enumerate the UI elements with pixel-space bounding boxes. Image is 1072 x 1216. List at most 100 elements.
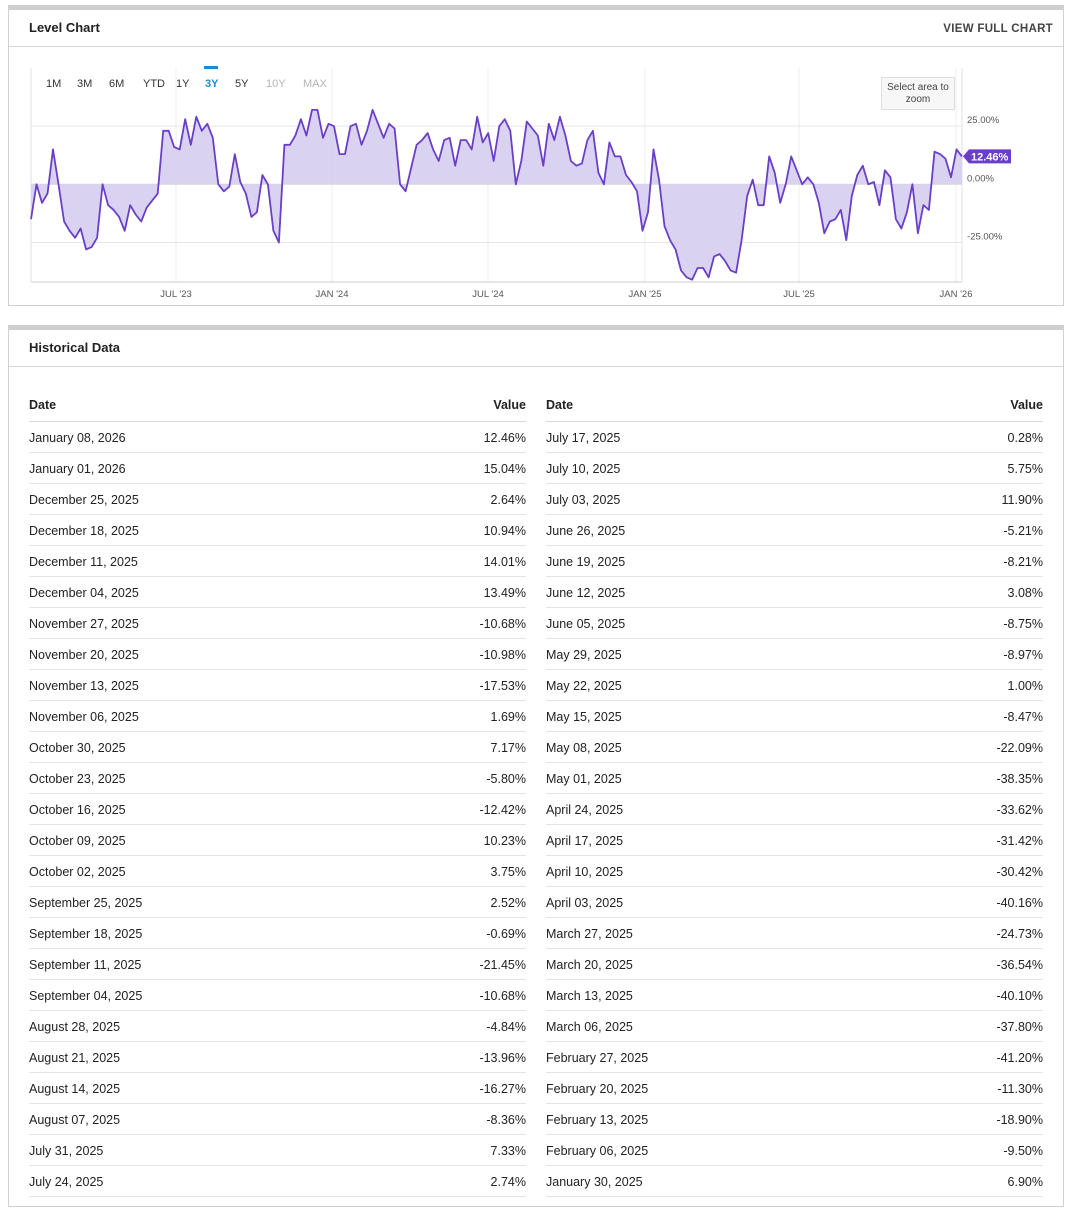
row-value: -8.97%: [1003, 648, 1043, 662]
row-value: -8.47%: [1003, 710, 1043, 724]
table-row: October 30, 2025 7.17%: [29, 732, 526, 763]
table-row: September 04, 2025 -10.68%: [29, 980, 526, 1011]
row-date: September 18, 2025: [29, 927, 143, 941]
range-button-3m[interactable]: 3M: [77, 78, 92, 90]
table-row: January 01, 2026 15.04%: [29, 453, 526, 484]
zoom-hint-box[interactable]: Select area to zoom: [881, 77, 955, 110]
row-value: -30.42%: [996, 865, 1043, 879]
historical-table-left: Date Value January 08, 2026 12.46% January…: [29, 388, 526, 1197]
historical-table-right: Date Value July 17, 2025 0.28% July 10, 20…: [546, 388, 1043, 1197]
row-date: December 04, 2025: [29, 586, 139, 600]
row-date: May 29, 2025: [546, 648, 622, 662]
date-column-header: Date: [29, 398, 57, 412]
row-date: February 20, 2025: [546, 1082, 649, 1096]
historical-data-panel: Historical Data Date Value January 08, 2…: [8, 325, 1064, 1207]
table-row: April 17, 2025 -31.42%: [546, 825, 1043, 856]
row-date: March 20, 2025: [546, 958, 633, 972]
range-button-1y[interactable]: 1Y: [176, 78, 190, 90]
range-button-5y[interactable]: 5Y: [235, 78, 249, 90]
row-value: 2.52%: [490, 896, 526, 910]
range-button-10y[interactable]: 10Y: [266, 78, 286, 90]
level-chart[interactable]: 25.00% 0.00% -25.00% JUL '23 JAN '24 JUL '24 J…: [9, 10, 1063, 306]
table-row: April 24, 2025 -33.62%: [546, 794, 1043, 825]
series-line: [30, 109, 963, 281]
table-row: November 06, 2025 1.69%: [29, 701, 526, 732]
table-row: March 20, 2025 -36.54%: [546, 949, 1043, 980]
view-full-chart-link[interactable]: VIEW FULL CHART: [943, 23, 1053, 35]
row-value: 10.23%: [483, 834, 526, 848]
active-range-indicator: [204, 66, 218, 69]
value-column-header: Value: [1010, 398, 1043, 412]
row-date: June 12, 2025: [546, 586, 626, 600]
row-value: -22.09%: [996, 741, 1043, 755]
current-value-label: 12.46%: [971, 151, 1009, 163]
row-value: -37.80%: [996, 1020, 1043, 1034]
row-value: 1.69%: [490, 710, 526, 724]
row-value: 7.33%: [490, 1144, 526, 1158]
row-date: January 30, 2025: [546, 1175, 643, 1189]
row-date: April 17, 2025: [546, 834, 624, 848]
row-value: -10.98%: [479, 648, 526, 662]
row-value: -10.68%: [479, 989, 526, 1003]
table-row: October 02, 2025 3.75%: [29, 856, 526, 887]
row-value: 0.28%: [1007, 431, 1043, 445]
row-date: May 01, 2025: [546, 772, 622, 786]
row-value: -41.20%: [996, 1051, 1043, 1065]
row-date: August 21, 2025: [29, 1051, 121, 1065]
table-row: February 06, 2025 -9.50%: [546, 1135, 1043, 1166]
table-row: November 13, 2025 -17.53%: [29, 670, 526, 701]
row-date: December 11, 2025: [29, 555, 138, 569]
level-chart-title: Level Chart: [29, 20, 100, 35]
table-row: December 04, 2025 13.49%: [29, 577, 526, 608]
row-date: March 27, 2025: [546, 927, 633, 941]
row-date: September 25, 2025: [29, 896, 143, 910]
row-date: October 09, 2025: [29, 834, 126, 848]
table-row: May 22, 2025 1.00%: [546, 670, 1043, 701]
table-row: December 18, 2025 10.94%: [29, 515, 526, 546]
table-header: Date Value: [546, 388, 1043, 422]
table-row: August 07, 2025 -8.36%: [29, 1104, 526, 1135]
table-row: June 12, 2025 3.08%: [546, 577, 1043, 608]
range-button-3y[interactable]: 3Y: [205, 78, 219, 90]
range-button-max[interactable]: MAX: [303, 78, 328, 90]
table-row: October 23, 2025 -5.80%: [29, 763, 526, 794]
table-row: January 08, 2026 12.46%: [29, 422, 526, 453]
row-date: August 14, 2025: [29, 1082, 121, 1096]
row-value: 13.49%: [483, 586, 526, 600]
table-row: May 29, 2025 -8.97%: [546, 639, 1043, 670]
table-row: August 14, 2025 -16.27%: [29, 1073, 526, 1104]
table-row: October 16, 2025 -12.42%: [29, 794, 526, 825]
row-value: 5.75%: [1007, 462, 1043, 476]
row-date: April 10, 2025: [546, 865, 624, 879]
row-date: November 13, 2025: [29, 679, 139, 693]
table-row: December 11, 2025 14.01%: [29, 546, 526, 577]
row-value: 12.46%: [483, 431, 526, 445]
x-tick-label: JUL '25: [783, 289, 815, 300]
row-value: -21.45%: [479, 958, 526, 972]
y-tick-label: 0.00%: [967, 173, 994, 184]
table-row: October 09, 2025 10.23%: [29, 825, 526, 856]
row-date: July 31, 2025: [29, 1144, 104, 1158]
y-tick-label: 25.00%: [967, 115, 1000, 126]
x-tick-label: JAN '26: [940, 289, 973, 300]
row-value: -5.80%: [486, 772, 526, 786]
row-date: February 13, 2025: [546, 1113, 649, 1127]
row-value: -13.96%: [479, 1051, 526, 1065]
row-value: 2.64%: [490, 493, 526, 507]
range-button-6m[interactable]: 6M: [109, 78, 124, 90]
row-value: -18.90%: [996, 1113, 1043, 1127]
table-row: November 27, 2025 -10.68%: [29, 608, 526, 639]
row-date: May 22, 2025: [546, 679, 622, 693]
row-date: October 16, 2025: [29, 803, 126, 817]
row-date: October 02, 2025: [29, 865, 126, 879]
table-row: June 19, 2025 -8.21%: [546, 546, 1043, 577]
range-button-ytd[interactable]: YTD: [143, 78, 165, 90]
row-value: -40.10%: [996, 989, 1043, 1003]
table-row: April 03, 2025 -40.16%: [546, 887, 1043, 918]
range-button-1m[interactable]: 1M: [46, 78, 61, 90]
row-date: August 07, 2025: [29, 1113, 121, 1127]
table-row: July 03, 2025 11.90%: [546, 484, 1043, 515]
row-value: -8.21%: [1003, 555, 1043, 569]
row-value: 10.94%: [483, 524, 526, 538]
row-date: November 06, 2025: [29, 710, 139, 724]
